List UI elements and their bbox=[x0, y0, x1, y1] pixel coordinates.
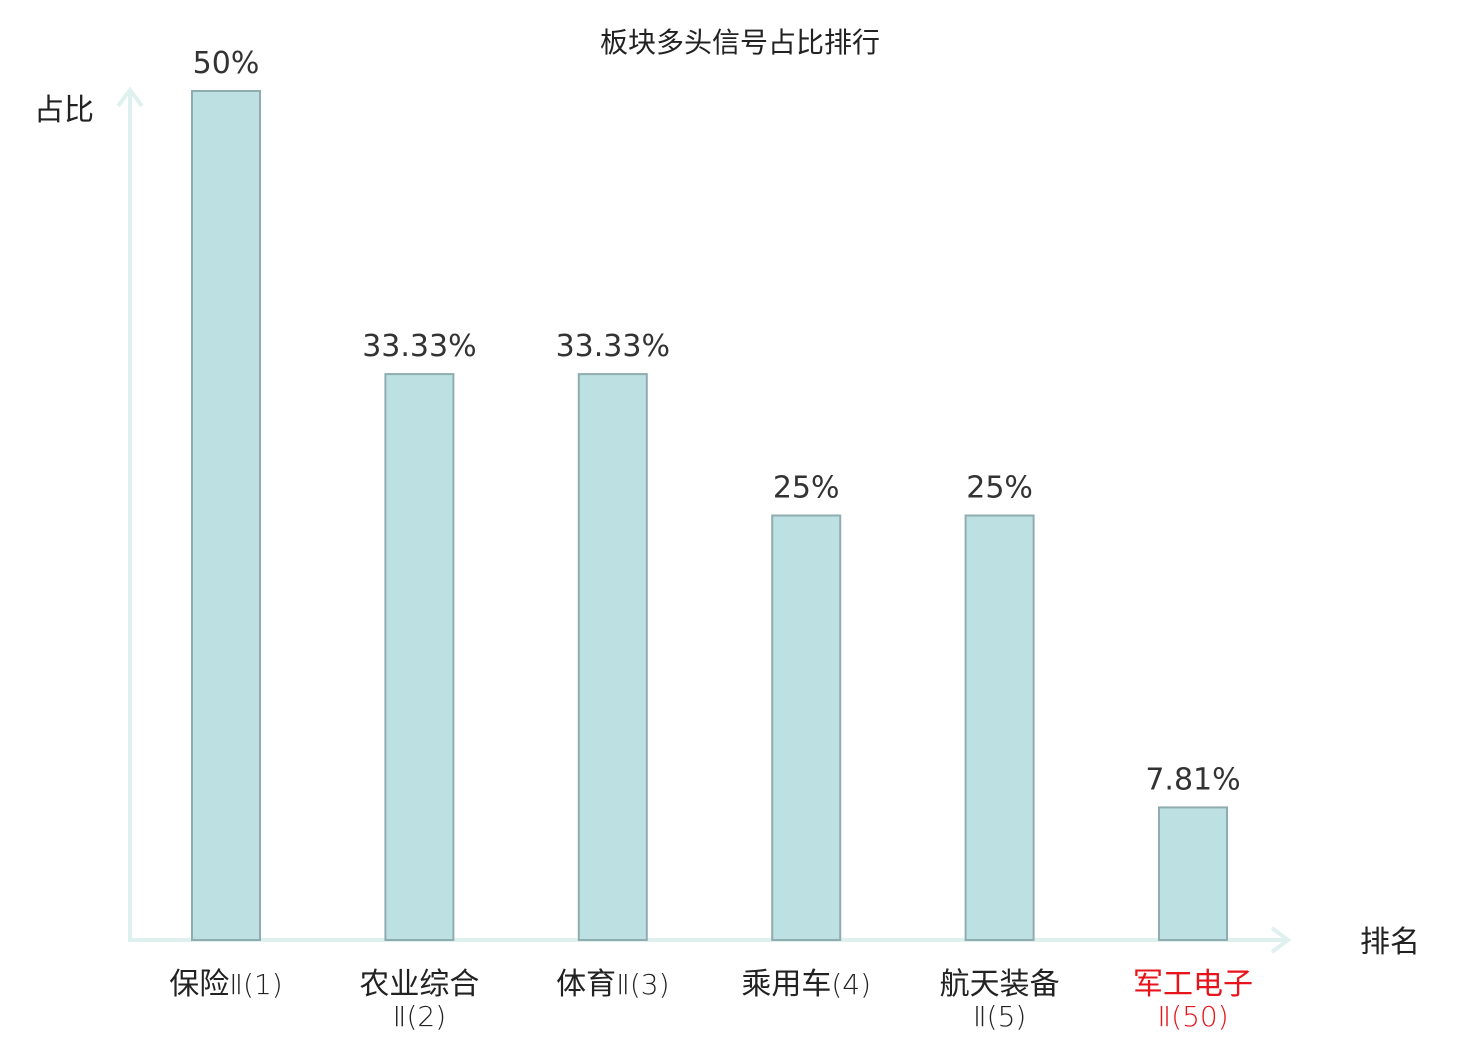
bars-group bbox=[191, 90, 1228, 942]
category-label-4: 乘用车(4) bbox=[741, 967, 871, 1002]
value-label-4: 25% bbox=[773, 471, 840, 506]
category-label-3: 体育Ⅱ(3) bbox=[556, 967, 669, 1002]
category-label-line: Ⅱ(50) bbox=[1157, 1000, 1228, 1033]
bar-2 bbox=[384, 373, 455, 942]
axes bbox=[116, 86, 1292, 954]
category-label-line: 农业综合 bbox=[359, 967, 479, 1002]
bar-4 bbox=[771, 514, 842, 941]
x-axis-label: 排名 bbox=[1360, 925, 1420, 960]
category-label-line: 航天装备 bbox=[940, 967, 1060, 1002]
y-axis-label: 占比 bbox=[34, 93, 94, 128]
value-label-2: 33.33% bbox=[362, 329, 476, 364]
chart-title: 板块多头信号占比排行 bbox=[600, 26, 880, 59]
value-labels-group: 50% 33.33% 33.33% 25% 25% 7.81% bbox=[193, 46, 1241, 797]
category-label-line: Ⅱ(2) bbox=[393, 1000, 446, 1033]
category-label-line: 体育Ⅱ(3) bbox=[556, 967, 669, 1002]
category-label-line: Ⅱ(5) bbox=[973, 1000, 1026, 1033]
category-label-line: 军工电子 bbox=[1133, 967, 1253, 1002]
y-axis-arrow bbox=[116, 86, 144, 108]
bar-5 bbox=[964, 514, 1035, 941]
value-label-3: 33.33% bbox=[556, 329, 670, 364]
value-label-1: 50% bbox=[193, 46, 260, 81]
category-label-line: 保险Ⅱ(1) bbox=[169, 967, 282, 1002]
x-axis-arrow bbox=[1270, 926, 1292, 954]
bar-1 bbox=[191, 90, 261, 941]
category-label-line: 乘用车(4) bbox=[741, 967, 871, 1002]
category-label-1: 保险Ⅱ(1) bbox=[169, 967, 282, 1002]
value-label-5: 25% bbox=[966, 471, 1033, 506]
bar-6 bbox=[1158, 806, 1228, 942]
value-label-6: 7.81% bbox=[1145, 762, 1240, 797]
bar-3 bbox=[577, 373, 648, 942]
